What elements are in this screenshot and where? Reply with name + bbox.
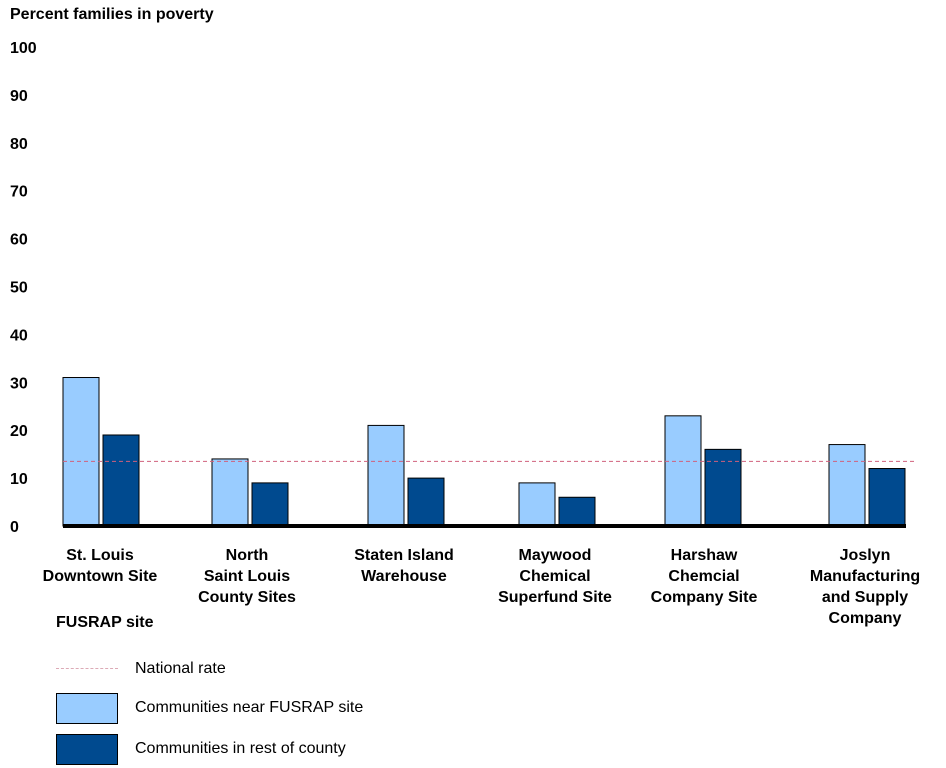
bar-near-site	[828, 444, 866, 527]
category-label-harshaw: Harshaw Chemcial Company Site	[650, 547, 758, 606]
legend-item-rest-of-county: Communities in rest of county	[56, 734, 556, 768]
y-tick-label: 100	[10, 40, 37, 57]
legend-swatch-near-site	[56, 693, 118, 724]
category-label-staten-island: Staten Island Warehouse	[354, 547, 454, 585]
y-tick-label: 70	[10, 184, 28, 201]
y-tick-label: 60	[10, 232, 28, 249]
legend-swatch-rest-of-county	[56, 734, 118, 765]
legend-label-rest-of-county: Communities in rest of county	[135, 740, 346, 757]
legend-item-national-rate: National rate	[56, 654, 556, 688]
bar-rest-of-county	[704, 448, 742, 527]
bar-rest-of-county	[102, 434, 140, 527]
legend-label-near-site: Communities near FUSRAP site	[135, 699, 364, 716]
x-axis-title: FUSRAP site	[56, 614, 154, 631]
bar-near-site	[211, 458, 249, 527]
y-tick-label: 80	[10, 136, 28, 153]
legend-dashed-line-swatch	[56, 668, 118, 669]
y-tick-label: 50	[10, 280, 28, 297]
bar-near-site	[367, 424, 405, 527]
bar-rest-of-county	[868, 468, 906, 527]
category-label-joslyn: Joslyn Manufacturing and Supply Company	[809, 547, 921, 627]
y-tick-label: 90	[10, 88, 28, 105]
bar-rest-of-county	[407, 477, 445, 527]
y-tick-label: 40	[10, 327, 28, 344]
bar-rest-of-county	[558, 496, 596, 527]
category-label-north-saint-louis: North Saint Louis County Sites	[198, 547, 296, 606]
y-axis-title: Percent families in poverty	[10, 6, 214, 23]
y-tick-label: 20	[10, 423, 28, 440]
bar-near-site	[62, 377, 100, 527]
legend-item-near-site: Communities near FUSRAP site	[56, 693, 556, 727]
y-tick-label: 10	[10, 471, 28, 488]
category-label-maywood: Maywood Chemical Superfund Site	[498, 547, 612, 606]
bar-near-site	[664, 415, 702, 527]
y-tick-label: 30	[10, 375, 28, 392]
x-axis-line	[63, 524, 906, 528]
bar-rest-of-county	[251, 482, 289, 527]
y-tick-label: 0	[10, 519, 19, 536]
legend-label-national-rate: National rate	[135, 660, 226, 677]
bar-near-site	[518, 482, 556, 527]
category-label-st-louis-downtown: St. Louis Downtown Site	[42, 547, 158, 585]
